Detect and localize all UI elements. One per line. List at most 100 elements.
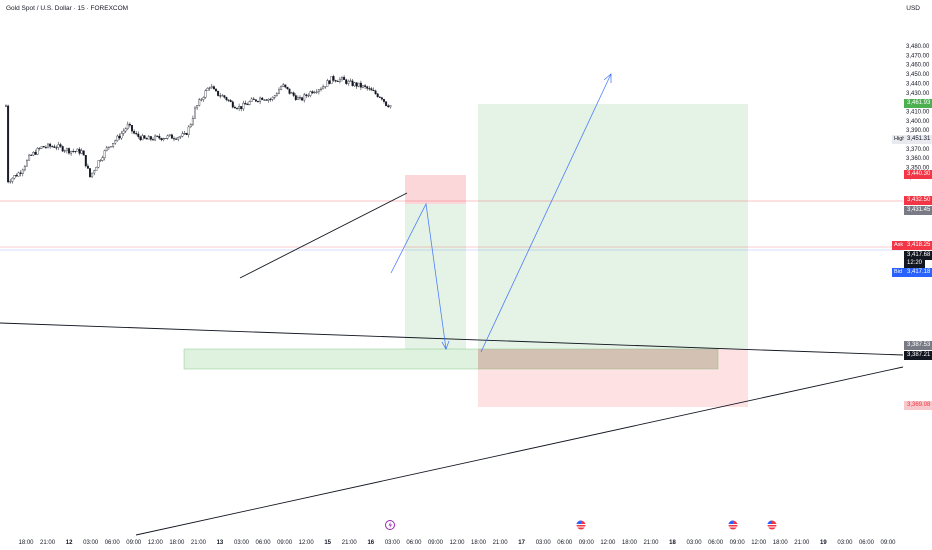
ascending-trendline[interactable] (135, 366, 904, 536)
candle-body (177, 137, 180, 140)
price-tick-label: 3,450.00 (906, 72, 930, 78)
candle-body (74, 151, 77, 152)
candle-body (122, 130, 125, 134)
candle-body (374, 90, 377, 95)
candle-body (194, 107, 196, 119)
candle-body (72, 150, 75, 152)
lightning-icon[interactable] (385, 520, 395, 530)
time-tick-label: 03:00 (837, 540, 853, 546)
time-tick-label: 03:00 (234, 540, 250, 546)
candle-body (126, 123, 129, 129)
candle-body (294, 95, 297, 100)
candle-body (99, 160, 102, 162)
candle-body (187, 126, 190, 135)
candle-body (383, 99, 385, 102)
target-zone-long[interactable] (478, 104, 748, 349)
stop-zone-long[interactable] (478, 349, 748, 407)
time-tick-label: 18:00 (169, 540, 185, 546)
candle-body (240, 106, 243, 110)
candle-body (143, 135, 146, 139)
time-tick-label: 03:00 (385, 540, 401, 546)
candle-body (311, 91, 314, 94)
candle-body (181, 133, 184, 137)
candle-body (196, 105, 199, 109)
candle-body (210, 86, 213, 88)
candle-body (53, 146, 56, 148)
price-axis[interactable]: 3,480.00 3,470.00 3,460.00 3,450.00 3,440.00… (906, 44, 930, 181)
candle-body (320, 88, 322, 90)
candle-body (307, 95, 310, 97)
us-flag-icon[interactable] (728, 520, 738, 530)
descending-trendline[interactable] (0, 322, 904, 356)
candle-body (103, 150, 106, 158)
candle-body (324, 86, 327, 88)
candle-body (91, 172, 94, 178)
candle-body (326, 80, 329, 87)
candle-body (227, 99, 230, 101)
target-zone-short[interactable] (405, 204, 466, 349)
time-tick-label: 09:00 (730, 540, 746, 546)
candle-body (105, 147, 108, 151)
candle-body (175, 138, 178, 140)
support-zone[interactable] (183, 348, 719, 370)
candle-body (49, 143, 52, 147)
us-flag-icon[interactable] (576, 520, 586, 530)
time-tick-label: 12 (66, 540, 73, 546)
candle-body (202, 97, 205, 100)
projection-arrow-path[interactable] (390, 73, 612, 353)
candle-body (221, 95, 224, 97)
tp-target-tag: 3,461.93 (904, 99, 932, 108)
candle-body (38, 148, 41, 150)
short-rising-trendline[interactable] (239, 192, 408, 279)
time-tick-label: 06:00 (105, 540, 121, 546)
candle-body (191, 117, 194, 125)
time-tick-label: 06:00 (406, 540, 422, 546)
candle-body (93, 170, 96, 174)
candlestick-series (5, 74, 392, 184)
candle-body (21, 169, 24, 174)
candle-body (5, 105, 7, 107)
candle-body (137, 133, 140, 137)
candle-body (152, 139, 154, 141)
candle-body (313, 91, 316, 94)
time-tick-label: 09:00 (579, 540, 595, 546)
stop-level-tag: 3,440.30 (904, 170, 932, 179)
candle-body (376, 93, 379, 98)
stop-zone-short[interactable] (405, 175, 466, 204)
candle-body (322, 86, 325, 90)
candle-body (166, 135, 169, 139)
candle-body (357, 82, 360, 87)
bid-label: Bid (892, 268, 904, 277)
time-axis[interactable]: 18:00 21:00 12 03:00 06:00 09:00 12:00 18:00 21:… (18, 540, 896, 546)
candle-body (200, 99, 203, 101)
candle-body (269, 98, 272, 100)
candle-body (219, 95, 222, 97)
candle-body (162, 138, 165, 141)
time-tick-label: 09:00 (126, 540, 142, 546)
candle-body (61, 146, 64, 152)
candle-body (267, 98, 270, 101)
candle-body (44, 146, 47, 148)
candle-body (284, 84, 287, 88)
price-tick-label: 3,440.00 (906, 81, 930, 87)
candle-body (341, 76, 343, 80)
us-flag-icon[interactable] (767, 520, 777, 530)
high-value-tag: 3,451.31 (904, 135, 932, 144)
time-tick-label: 03:00 (687, 540, 703, 546)
time-tick-label: 16 (367, 540, 374, 546)
candle-body (173, 138, 175, 140)
candle-body (57, 144, 60, 148)
candle-body (278, 89, 280, 94)
candle-body (355, 82, 358, 87)
candle-body (26, 159, 28, 167)
candle-body (248, 101, 251, 105)
time-tick-label: 09:00 (428, 540, 444, 546)
candle-body (328, 80, 331, 84)
candle-body (147, 136, 150, 140)
candle-body (160, 138, 163, 141)
candle-body (42, 146, 45, 148)
symbol-title[interactable]: Gold Spot / U.S. Dollar · 15 · FOREXCOM (6, 5, 129, 12)
candle-body (288, 88, 291, 94)
currency-label[interactable]: USD (906, 5, 920, 12)
